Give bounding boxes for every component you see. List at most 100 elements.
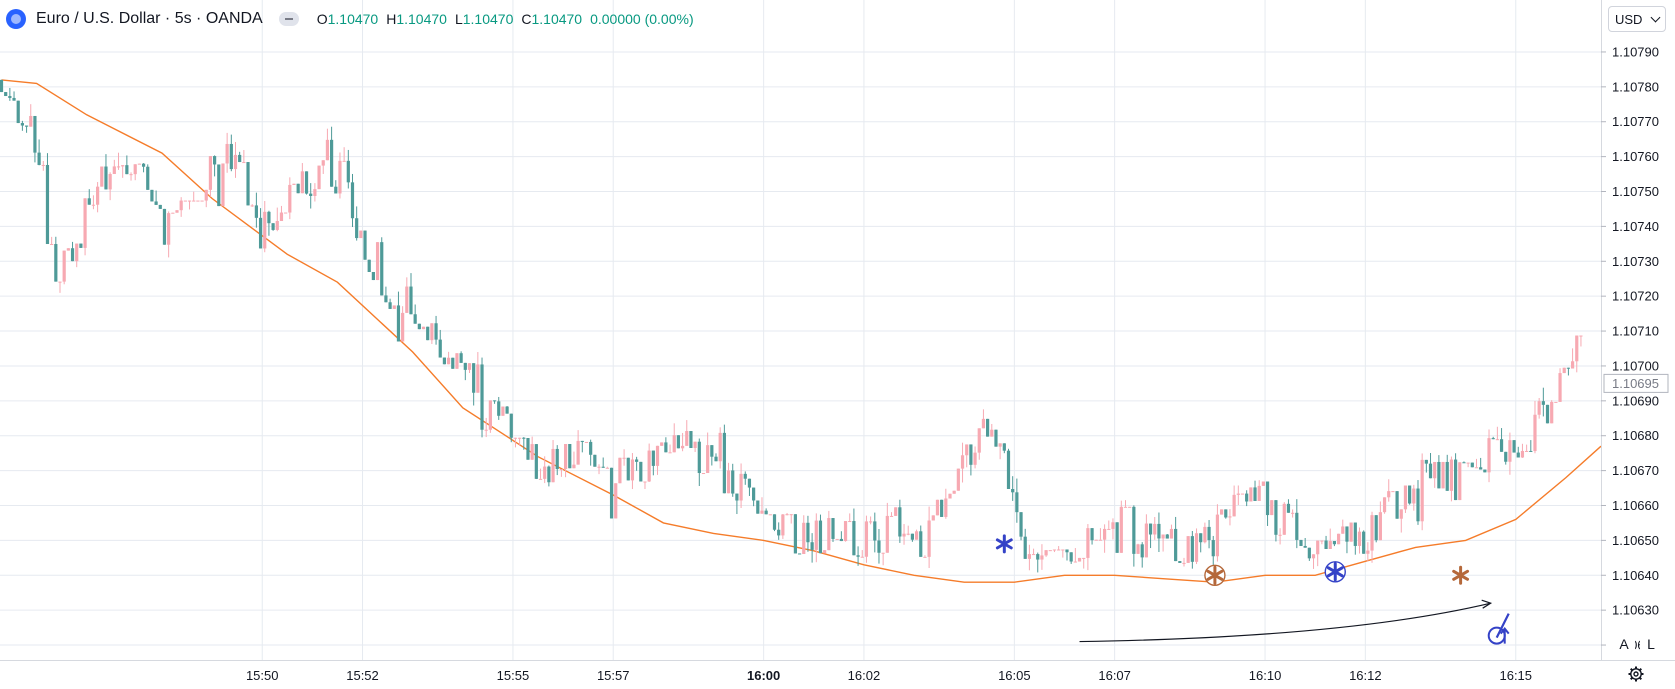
candle (146, 164, 150, 190)
candle (1199, 533, 1203, 553)
candle (981, 409, 986, 429)
candle (676, 435, 681, 449)
candle (630, 453, 635, 490)
candle (1341, 519, 1345, 534)
candle (300, 163, 304, 194)
thumb-up-icon[interactable] (1487, 613, 1510, 645)
candle (1069, 552, 1073, 564)
candle (614, 483, 618, 519)
candle (1412, 484, 1416, 511)
candle (284, 212, 288, 214)
candle (931, 515, 935, 521)
candle (463, 362, 467, 381)
asterisk-icon[interactable] (1452, 565, 1470, 585)
candle (455, 353, 459, 369)
candle (1103, 524, 1107, 553)
candle (116, 152, 121, 170)
candle (873, 512, 877, 553)
gear-icon[interactable] (1628, 666, 1644, 682)
candle (534, 444, 538, 480)
candle (1165, 534, 1169, 539)
candles-layer (0, 79, 1583, 573)
price-tick-label: 1.10680 (1612, 428, 1659, 443)
currency-select[interactable]: USD (1608, 6, 1666, 32)
candle (568, 444, 572, 469)
candle (1236, 485, 1240, 506)
candle (258, 208, 263, 249)
candle (1207, 520, 1211, 549)
time-tick-label: 16:10 (1249, 668, 1282, 683)
log-scale-button[interactable]: L (1640, 633, 1662, 655)
time-axis[interactable]: 15:50 15:52 15:55 15:57 16:00 16:02 16:05 16:07… (0, 660, 1675, 684)
tradingview-logo-icon[interactable] (6, 9, 26, 29)
candle (1282, 502, 1286, 535)
asterisk-icon[interactable] (995, 534, 1013, 554)
candle (1525, 444, 1529, 452)
candle (1023, 528, 1027, 559)
candle (601, 457, 605, 468)
candle (1328, 528, 1332, 549)
candle (200, 200, 204, 202)
asterisk-icon[interactable] (1204, 564, 1226, 586)
candle (279, 205, 284, 222)
candle (33, 115, 37, 163)
candle (12, 91, 16, 101)
price-tick-label: 1.10690 (1612, 393, 1659, 408)
close-value: 1.10470 (531, 11, 583, 27)
candle (580, 440, 584, 453)
symbol-title[interactable]: Euro / U.S. Dollar · 5s · OANDA (36, 10, 263, 27)
candle (1512, 440, 1516, 453)
candle (994, 429, 998, 447)
candle (518, 437, 522, 446)
price-tick-label: 1.10650 (1612, 533, 1659, 548)
candle (1257, 480, 1261, 501)
candle (375, 242, 380, 281)
candle (355, 206, 359, 241)
candle (1357, 527, 1362, 554)
candle (1566, 367, 1571, 376)
candle (626, 457, 630, 481)
candle (254, 192, 258, 228)
minus-icon[interactable] (278, 12, 299, 26)
candle (388, 298, 392, 309)
candle (747, 478, 752, 496)
annotation-layer[interactable] (995, 534, 1510, 645)
candle (672, 423, 676, 453)
candle (158, 204, 162, 209)
candle (743, 471, 747, 485)
candle (1232, 485, 1236, 517)
time-tick-label: 15:50 (246, 668, 279, 683)
price-axis[interactable]: 1.10790 1.10780 1.10770 1.10760 1.10750 1.107… (1601, 0, 1675, 689)
candle (772, 514, 777, 532)
candle (680, 432, 685, 452)
candle (96, 182, 100, 213)
candle (8, 87, 12, 101)
candle (1270, 500, 1274, 516)
candle (1178, 561, 1182, 563)
candle (651, 450, 655, 476)
candle (935, 499, 940, 516)
candle (1027, 544, 1031, 571)
candle (1019, 512, 1023, 541)
trendline-layer[interactable] (1079, 599, 1493, 643)
moving-average-layer (1, 79, 1602, 583)
price-tick-label: 1.10740 (1612, 219, 1659, 234)
auto-scale-button[interactable]: A (1613, 633, 1635, 655)
candle (472, 363, 476, 406)
chart-legend: Euro / U.S. Dollar · 5s · OANDA O1.10470… (6, 6, 694, 32)
asterisk-icon[interactable] (1324, 561, 1346, 583)
candle (831, 518, 835, 542)
candle (112, 159, 116, 174)
candle (977, 428, 981, 460)
price-tick-label: 1.10780 (1612, 79, 1659, 94)
candle (1353, 522, 1357, 555)
trendline-arrow[interactable] (1079, 602, 1491, 643)
candle (438, 329, 442, 358)
candle (823, 550, 827, 554)
candle (1299, 539, 1303, 546)
candle (1316, 540, 1320, 567)
candle (1240, 493, 1245, 495)
candle (885, 502, 889, 553)
candle (100, 166, 104, 187)
